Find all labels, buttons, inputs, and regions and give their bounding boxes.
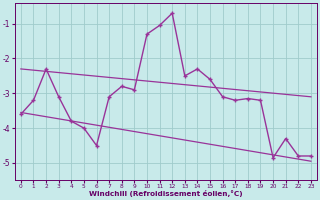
X-axis label: Windchill (Refroidissement éolien,°C): Windchill (Refroidissement éolien,°C) (89, 190, 243, 197)
